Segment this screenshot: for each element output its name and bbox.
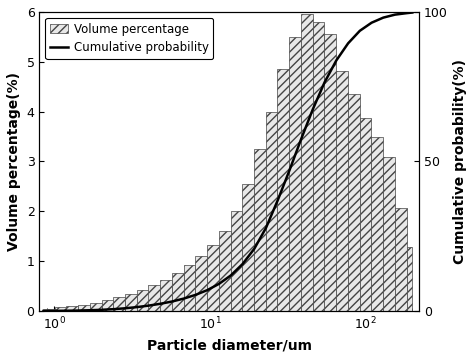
- Bar: [195, 256, 207, 311]
- Bar: [371, 136, 383, 311]
- Y-axis label: Volume percentage(%): Volume percentage(%): [7, 72, 21, 251]
- Bar: [90, 303, 102, 311]
- Bar: [101, 300, 113, 311]
- X-axis label: Particle diameter/um: Particle diameter/um: [146, 338, 311, 352]
- Bar: [277, 69, 289, 311]
- Bar: [336, 71, 348, 311]
- Bar: [172, 273, 184, 311]
- Bar: [348, 94, 360, 311]
- Bar: [148, 285, 160, 311]
- Bar: [360, 118, 371, 311]
- Bar: [312, 22, 324, 311]
- Bar: [230, 211, 242, 311]
- Bar: [289, 37, 301, 311]
- Bar: [160, 280, 172, 311]
- Bar: [207, 245, 219, 311]
- Bar: [137, 290, 148, 311]
- Bar: [266, 112, 277, 311]
- Bar: [219, 231, 230, 311]
- Bar: [43, 308, 55, 311]
- Legend: Volume percentage, Cumulative probability: Volume percentage, Cumulative probabilit…: [45, 18, 213, 59]
- Bar: [407, 247, 412, 311]
- Bar: [254, 149, 266, 311]
- Bar: [113, 297, 125, 311]
- Bar: [66, 306, 78, 311]
- Bar: [324, 34, 336, 311]
- Bar: [125, 294, 137, 311]
- Bar: [183, 265, 195, 311]
- Bar: [301, 14, 313, 311]
- Bar: [242, 184, 254, 311]
- Bar: [78, 304, 90, 311]
- Bar: [55, 307, 66, 311]
- Y-axis label: Cumulative probability(%): Cumulative probability(%): [453, 59, 467, 264]
- Bar: [383, 157, 395, 311]
- Bar: [395, 208, 407, 311]
